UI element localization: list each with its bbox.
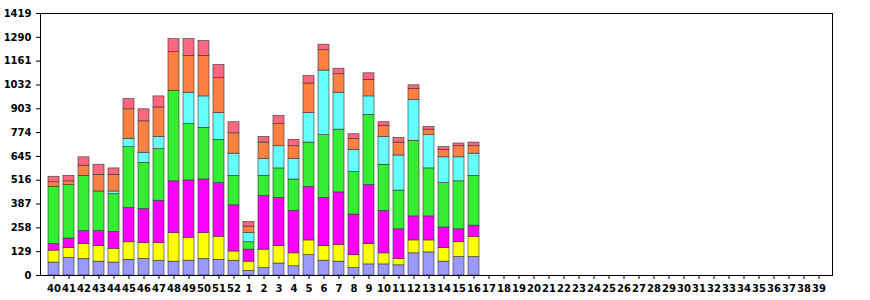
svg-text:12: 12	[407, 283, 421, 294]
svg-text:18: 18	[497, 283, 511, 294]
svg-text:8: 8	[351, 283, 358, 294]
svg-text:4: 4	[291, 283, 298, 294]
svg-text:36: 36	[767, 283, 781, 294]
svg-text:13: 13	[422, 283, 436, 294]
svg-text:6: 6	[321, 283, 328, 294]
svg-text:258: 258	[11, 222, 32, 233]
svg-text:2: 2	[261, 283, 268, 294]
svg-text:24: 24	[587, 283, 601, 294]
svg-text:1161: 1161	[4, 55, 32, 66]
svg-text:40: 40	[47, 283, 61, 294]
svg-text:25: 25	[602, 283, 616, 294]
svg-text:48: 48	[167, 283, 181, 294]
svg-text:32: 32	[707, 283, 721, 294]
svg-text:47: 47	[152, 283, 166, 294]
svg-text:15: 15	[452, 283, 466, 294]
svg-text:42: 42	[77, 283, 91, 294]
svg-text:14: 14	[437, 283, 451, 294]
svg-text:35: 35	[752, 283, 766, 294]
svg-text:46: 46	[137, 283, 151, 294]
svg-text:516: 516	[11, 174, 32, 185]
svg-text:45: 45	[122, 283, 136, 294]
svg-text:19: 19	[512, 283, 526, 294]
svg-text:39: 39	[812, 283, 826, 294]
svg-text:17: 17	[482, 283, 496, 294]
svg-text:1: 1	[246, 283, 253, 294]
svg-text:1032: 1032	[4, 79, 32, 90]
svg-text:10: 10	[377, 283, 391, 294]
svg-text:3: 3	[276, 283, 283, 294]
svg-text:5: 5	[306, 283, 313, 294]
svg-text:1290: 1290	[4, 32, 32, 43]
svg-text:28: 28	[647, 283, 661, 294]
svg-text:29: 29	[662, 283, 676, 294]
svg-text:0: 0	[25, 270, 32, 281]
svg-text:645: 645	[11, 151, 32, 162]
svg-text:34: 34	[737, 283, 751, 294]
svg-text:21: 21	[542, 283, 556, 294]
svg-text:9: 9	[366, 283, 373, 294]
svg-text:44: 44	[107, 283, 121, 294]
svg-text:41: 41	[62, 283, 76, 294]
svg-text:49: 49	[182, 283, 196, 294]
svg-text:37: 37	[782, 283, 796, 294]
svg-text:43: 43	[92, 283, 106, 294]
svg-text:1419: 1419	[4, 8, 32, 19]
svg-text:20: 20	[527, 283, 541, 294]
svg-text:23: 23	[572, 283, 586, 294]
svg-text:38: 38	[797, 283, 811, 294]
svg-text:52: 52	[227, 283, 241, 294]
svg-text:903: 903	[11, 103, 32, 114]
svg-text:774: 774	[11, 127, 32, 138]
svg-text:27: 27	[632, 283, 646, 294]
svg-text:7: 7	[336, 283, 343, 294]
svg-text:51: 51	[212, 283, 226, 294]
svg-text:16: 16	[467, 283, 481, 294]
svg-text:50: 50	[197, 283, 211, 294]
svg-text:30: 30	[677, 283, 691, 294]
svg-text:31: 31	[692, 283, 706, 294]
svg-text:26: 26	[617, 283, 631, 294]
svg-text:387: 387	[11, 198, 32, 209]
svg-text:11: 11	[392, 283, 406, 294]
svg-text:129: 129	[11, 246, 32, 257]
svg-text:33: 33	[722, 283, 736, 294]
svg-text:22: 22	[557, 283, 571, 294]
